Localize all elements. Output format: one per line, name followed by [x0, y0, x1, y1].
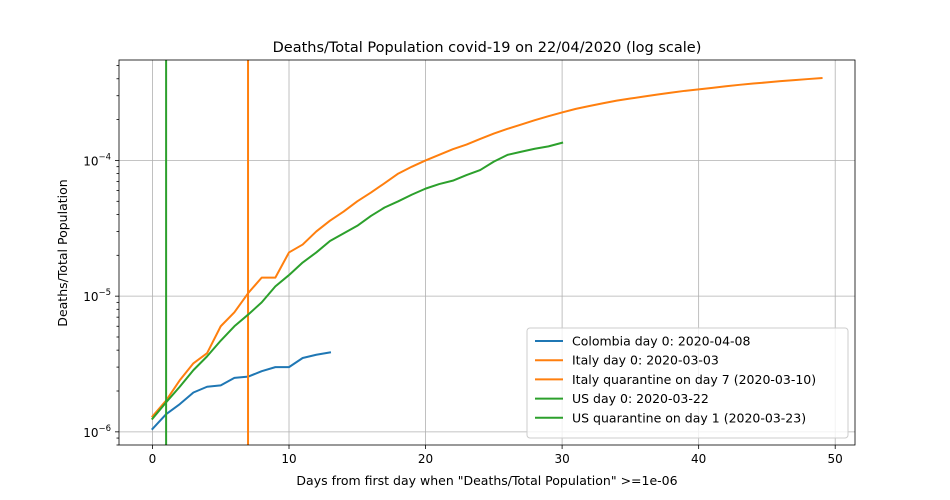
legend-label: Italy day 0: 2020-03-03: [572, 353, 719, 368]
x-tick-label: 30: [554, 452, 569, 466]
y-tick-label: 10−4: [83, 152, 111, 168]
x-tick-label: 0: [149, 452, 157, 466]
series-line: [151, 351, 332, 431]
series-line: [151, 141, 564, 421]
y-axis-ticks: 10−6 10−5 10−4: [83, 65, 119, 446]
y-axis-label: Deaths/Total Population: [55, 179, 70, 326]
x-axis-ticks: 0 10 20 30 40 50: [149, 445, 843, 466]
plot-frame: [118, 59, 856, 446]
series-lines: [151, 60, 823, 445]
x-axis-label: Days from first day when "Deaths/Total P…: [296, 473, 677, 488]
legend-label: US day 0: 2020-03-22: [572, 391, 709, 406]
legend: Colombia day 0: 2020-04-08 Italy day 0: 2…: [526, 327, 849, 439]
legend-label: Colombia day 0: 2020-04-08: [572, 334, 751, 349]
chart-title: Deaths/Total Population covid-19 on 22/0…: [273, 40, 702, 56]
legend-label: Italy quarantine on day 7 (2020-03-10): [572, 372, 816, 387]
y-tick-label: 10−6: [83, 424, 111, 440]
x-tick-label: 20: [418, 452, 433, 466]
series-line: [151, 76, 823, 418]
legend-box: [526, 327, 849, 439]
x-tick-label: 10: [281, 452, 296, 466]
y-tick-label: 10−5: [83, 288, 111, 304]
x-tick-label: 40: [691, 452, 706, 466]
x-tick-label: 50: [828, 452, 843, 466]
legend-label: US quarantine on day 1 (2020-03-23): [572, 410, 806, 425]
